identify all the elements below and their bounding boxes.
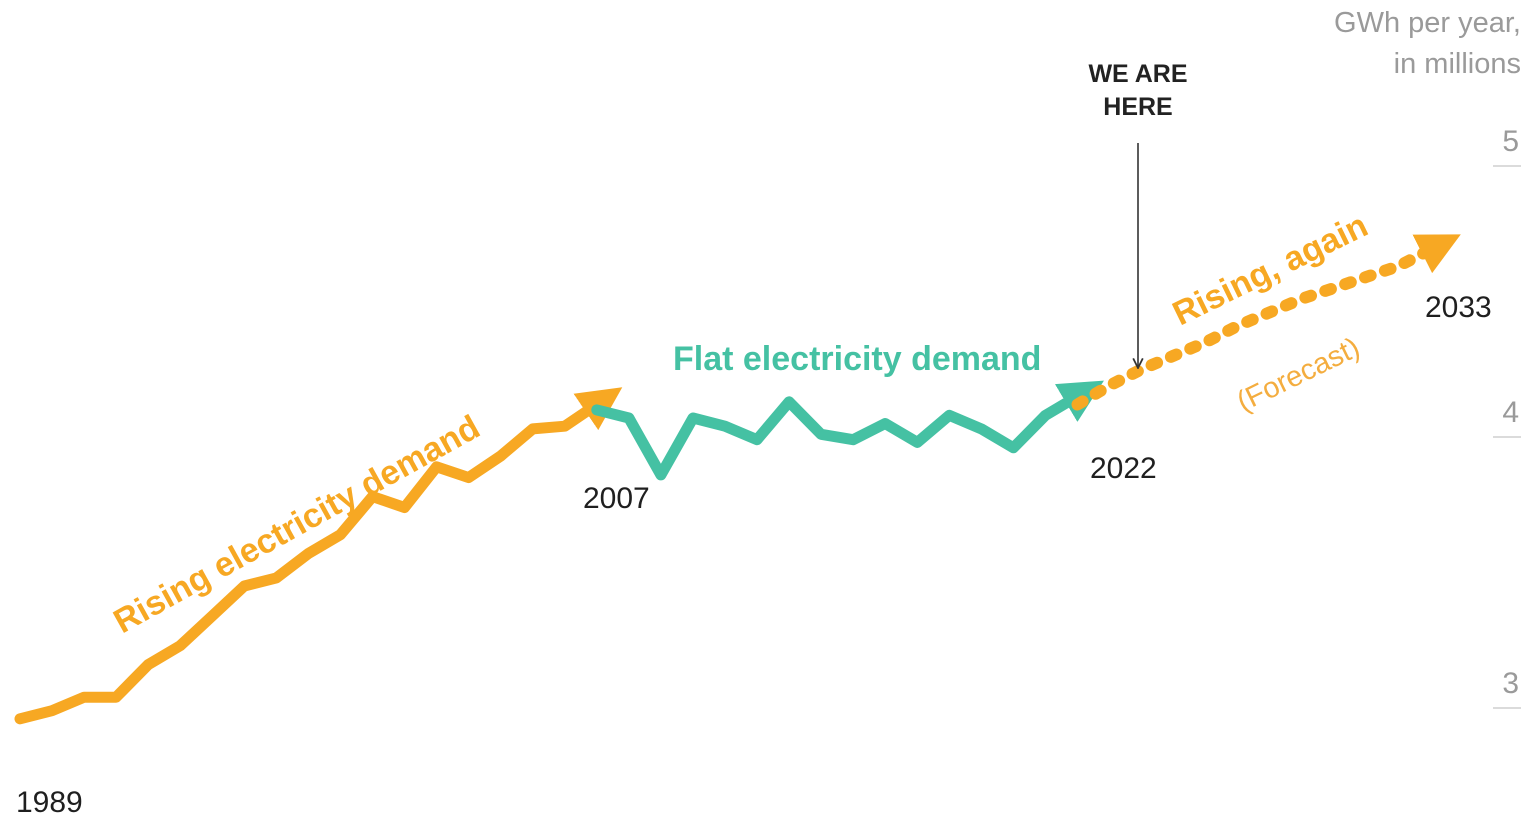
we-are-here-label-line-2: HERE xyxy=(1103,93,1172,121)
y-tick-label-4: 4 xyxy=(1502,396,1519,429)
forecast-demand-line xyxy=(1071,234,1461,411)
rising-demand-line xyxy=(14,387,623,725)
year-label-2033: 2033 xyxy=(1425,291,1492,324)
y-tick-label-5: 5 xyxy=(1502,125,1519,158)
year-label-2022: 2022 xyxy=(1090,452,1157,485)
flat-demand-line xyxy=(591,380,1104,481)
y-axis-title-line-1: GWh per year, xyxy=(1334,7,1521,39)
we-are-here-label-line-1: WE ARE xyxy=(1088,60,1187,88)
year-label-2007: 2007 xyxy=(583,482,650,515)
flat-demand-label: Flat electricity demand xyxy=(673,340,1041,378)
y-tick-label-3: 3 xyxy=(1502,667,1519,700)
forecast-note: (Forecast) xyxy=(1232,332,1365,419)
data-points xyxy=(18,248,1432,721)
year-label-1989: 1989 xyxy=(16,786,83,816)
y-axis-title-line-2: in millions xyxy=(1394,48,1521,80)
y-axis-ticks: 3 4 5 xyxy=(1493,125,1521,709)
rising-demand-label: Rising electricity demand xyxy=(107,408,486,641)
